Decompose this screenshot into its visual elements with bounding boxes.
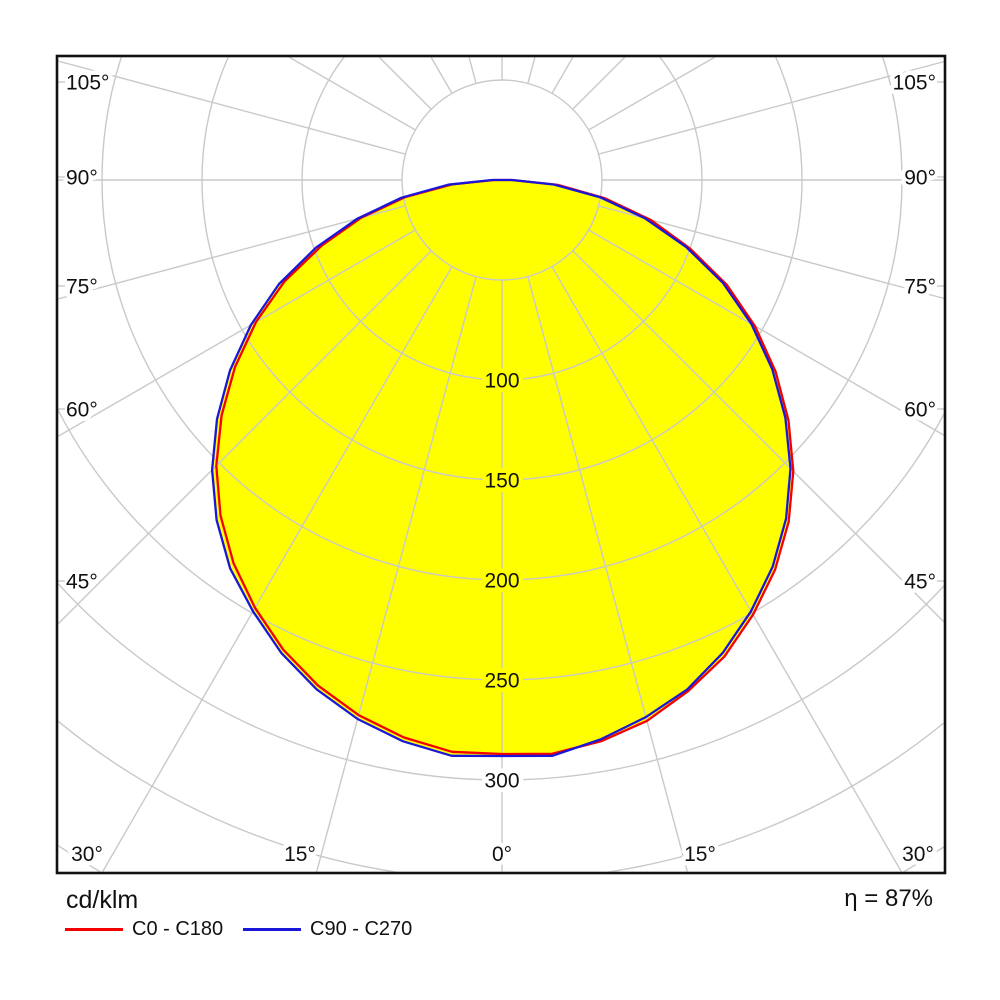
- angle-label-right-105°: 105°: [893, 72, 936, 95]
- unit-label: cd/klm: [66, 886, 139, 914]
- radial-label-200: 200: [484, 570, 519, 593]
- grid-spoke: [551, 266, 903, 872]
- angle-label-bottom-15°: 15°: [284, 843, 316, 866]
- legend: C0 - C180 C90 - C270: [0, 916, 1000, 946]
- angle-label-left-75°: 75°: [66, 276, 98, 299]
- radial-label-100: 100: [484, 370, 519, 393]
- angle-label-left-45°: 45°: [66, 571, 98, 594]
- angle-label-left-90°: 90°: [66, 167, 98, 190]
- angle-label-left-60°: 60°: [66, 399, 98, 422]
- grid-spoke: [58, 250, 432, 625]
- efficiency-label: η = 87%: [844, 885, 933, 912]
- angle-label-right-75°: 75°: [904, 276, 936, 299]
- plot-border: [55, 54, 947, 875]
- legend-item-c90-c270: C90 - C270: [243, 916, 412, 942]
- angle-label-bottom-30°: 30°: [902, 843, 934, 866]
- legend-item-c0-c180: C0 - C180: [65, 916, 223, 942]
- grid-spoke: [58, 60, 406, 155]
- angle-label-bottom-0°: 0°: [492, 843, 512, 866]
- radial-label-250: 250: [484, 670, 519, 693]
- angle-label-bottom-30°: 30°: [71, 843, 103, 866]
- grid-spoke: [58, 229, 416, 437]
- grid-spoke: [572, 250, 944, 623]
- c0-c180-line-swatch: [65, 927, 123, 931]
- grid-spoke: [58, 205, 406, 300]
- grid-spoke: [315, 276, 477, 872]
- grid-spoke: [101, 266, 453, 872]
- c90-c270-line-swatch: [243, 927, 301, 931]
- grid-spoke: [527, 276, 689, 872]
- radial-label-150: 150: [484, 470, 519, 493]
- radial-label-300: 300: [484, 770, 519, 793]
- legend-label-c90-c270: C90 - C270: [310, 917, 413, 940]
- intensity-fill-c0-c180: [216, 180, 794, 754]
- grid-spoke: [598, 205, 944, 300]
- angle-label-right-60°: 60°: [904, 399, 936, 422]
- angle-label-left-105°: 105°: [66, 72, 109, 95]
- angle-label-right-45°: 45°: [904, 571, 936, 594]
- legend-label-c0-c180: C0 - C180: [132, 917, 224, 940]
- grid-spoke: [588, 229, 944, 436]
- curve-c90-c270: [210, 178, 792, 758]
- angle-label-bottom-15°: 15°: [684, 843, 716, 866]
- angle-label-right-90°: 90°: [904, 167, 936, 190]
- grid-spoke: [598, 60, 944, 155]
- curve-c0-c180: [215, 178, 795, 756]
